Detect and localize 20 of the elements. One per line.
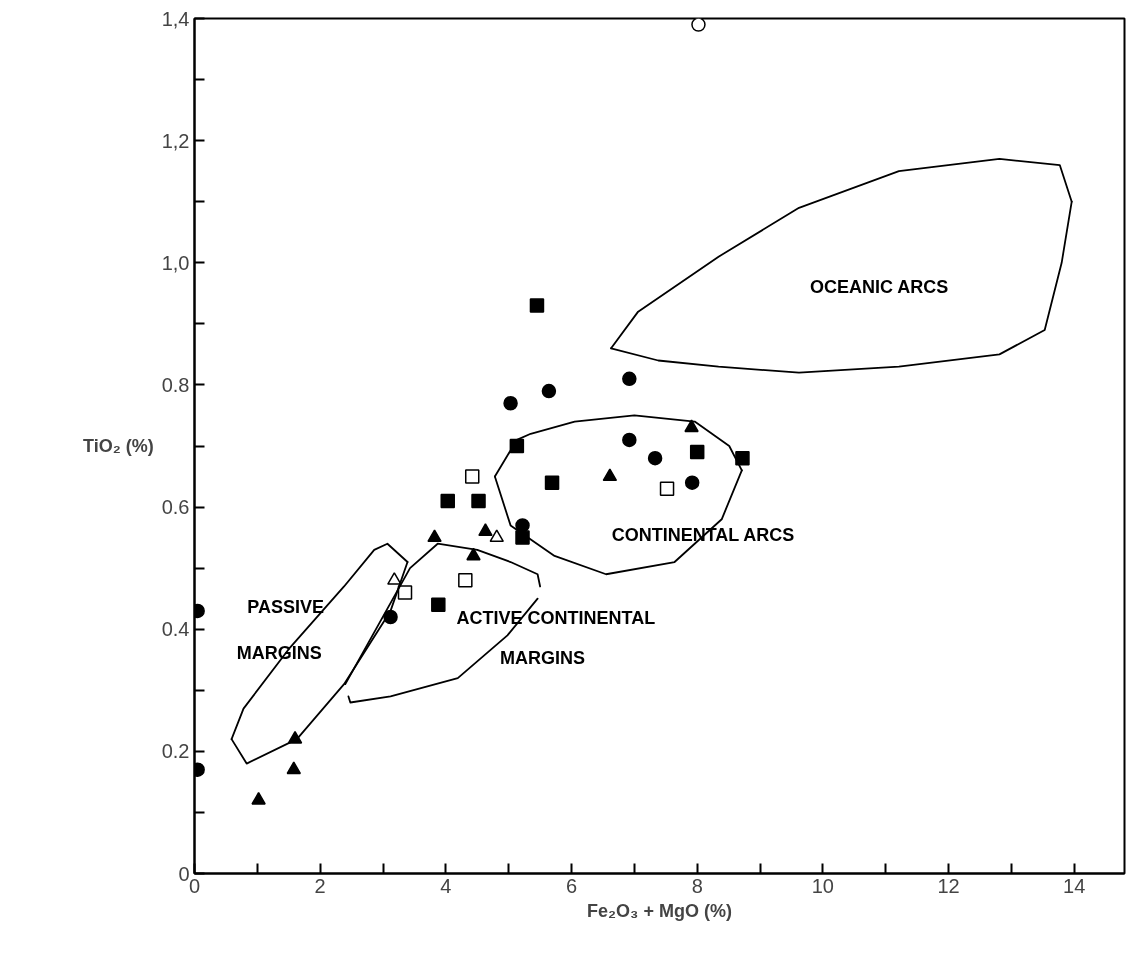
annotation: OCEANIC ARCS (809, 277, 949, 298)
x-tick-label: 4 (440, 874, 452, 897)
x-tick-label: 12 (937, 874, 960, 897)
x-axis-title: Fe₂O₃ + MgO (%) (587, 900, 732, 921)
y-tick-label: 1,0 (161, 251, 190, 274)
y-tick-label: 0.6 (161, 496, 190, 519)
x-tick-label: 2 (314, 874, 326, 897)
y-tick-label: 0.2 (161, 740, 190, 763)
x-tick-label: 14 (1063, 874, 1086, 897)
y-tick-label: 0.4 (161, 618, 190, 641)
x-tick-label: 10 (811, 874, 835, 897)
x-tick-label: 8 (691, 874, 703, 897)
annotation: ACTIVE CONTINENTAL (456, 608, 656, 629)
y-axis-title: TiO₂ (%) (83, 436, 154, 456)
x-tick-label: 6 (565, 874, 578, 897)
annotation: MARGINS (500, 647, 586, 668)
annotation: PASSIVE (247, 597, 324, 618)
y-tick-label: 1,2 (161, 129, 190, 152)
y-tick-label: 1,4 (161, 7, 190, 30)
y-tick-label: 0.8 (161, 373, 190, 396)
